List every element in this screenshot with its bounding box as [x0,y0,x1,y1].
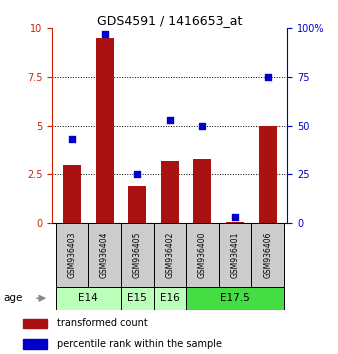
Text: E15: E15 [127,293,147,303]
Bar [56,287,121,310]
Bar [259,126,277,223]
Bar [153,287,186,310]
Text: age: age [3,293,23,303]
Bar [96,38,114,223]
Bar [193,159,212,223]
Point [102,32,107,37]
Bar [121,287,153,310]
Text: GSM936403: GSM936403 [68,232,76,278]
Point [265,74,270,80]
Point [233,214,238,220]
Text: GSM936400: GSM936400 [198,232,207,278]
Bar [56,223,88,287]
Text: E16: E16 [160,293,180,303]
Text: GSM936401: GSM936401 [231,232,240,278]
Point [135,172,140,177]
Bar [186,287,284,310]
Bar [153,223,186,287]
Bar [23,319,47,329]
Point [69,137,75,142]
Text: E17.5: E17.5 [220,293,250,303]
Point [167,117,173,123]
Bar [63,165,81,223]
Bar [23,339,47,349]
Bar [121,223,153,287]
Text: GSM936405: GSM936405 [133,232,142,278]
Bar [88,223,121,287]
Text: E14: E14 [78,293,98,303]
Bar [226,222,244,223]
Bar [219,223,251,287]
Text: GSM936404: GSM936404 [100,232,109,278]
Text: percentile rank within the sample: percentile rank within the sample [57,339,222,349]
Point [200,123,205,129]
Title: GDS4591 / 1416653_at: GDS4591 / 1416653_at [97,14,243,27]
Text: GSM936402: GSM936402 [165,232,174,278]
Bar [251,223,284,287]
Text: transformed count: transformed count [57,319,148,329]
Bar [161,161,179,223]
Bar [128,186,146,223]
Bar [186,223,219,287]
Text: GSM936406: GSM936406 [263,232,272,278]
